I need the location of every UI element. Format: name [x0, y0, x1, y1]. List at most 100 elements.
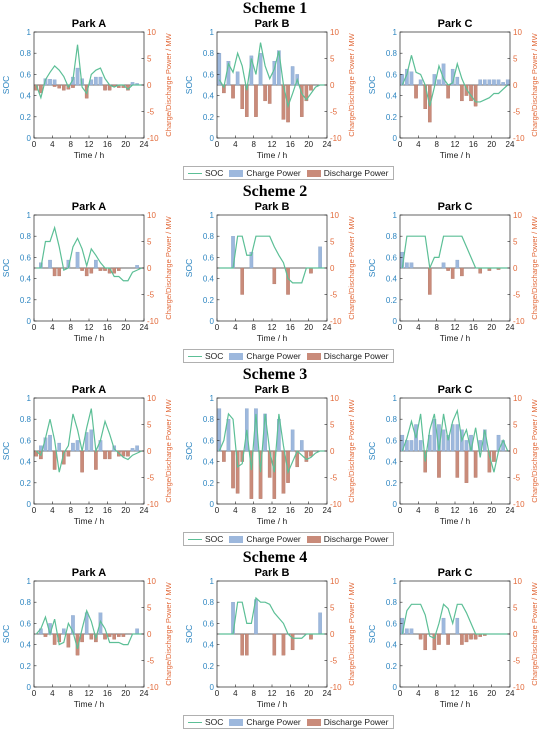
y-left-tick-label: 0.2: [203, 662, 215, 671]
discharge-bar: [103, 450, 107, 460]
x-tick-label: 20: [487, 140, 496, 149]
discharge-bar: [43, 633, 48, 637]
legend-item-soc: SOC: [188, 351, 223, 361]
y-left-tick-label: 0.4: [203, 92, 215, 101]
charge-bar: [487, 79, 492, 86]
y-right-tick-label: 5: [147, 421, 152, 430]
x-tick-label: 12: [268, 506, 277, 515]
discharge-bar: [240, 633, 245, 656]
legend: SOC Charge Power Discharge Power: [183, 715, 394, 729]
discharge-bar: [240, 84, 245, 110]
legend-item-charge: Charge Power: [229, 351, 301, 361]
y-right-axis-label: Charge/Discharge Power / MW: [347, 581, 356, 685]
x-tick-label: 4: [416, 323, 421, 332]
park-title: Park C: [438, 201, 473, 213]
legend-item-charge: Charge Power: [229, 168, 301, 178]
discharge-bar: [57, 267, 62, 277]
x-tick-label: 0: [398, 506, 403, 515]
charge-bar: [464, 440, 469, 452]
discharge-bar: [57, 84, 62, 89]
y-right-axis-label: Charge/Discharge Power / MW: [164, 398, 173, 502]
x-tick-label: 8: [434, 506, 439, 515]
y-left-tick-label: 1: [27, 394, 32, 403]
charge-bar: [492, 79, 496, 86]
x-tick-label: 24: [506, 323, 515, 332]
y-left-tick-label: 1: [393, 211, 398, 220]
y-left-tick-label: 0.4: [386, 275, 398, 284]
y-right-tick-label: 5: [513, 604, 518, 613]
discharge-bar: [240, 267, 245, 295]
charge-bar: [478, 79, 483, 86]
legend-discharge-label: Discharge Power: [323, 168, 389, 178]
soc-line: [219, 235, 325, 284]
x-tick-label: 12: [85, 506, 94, 515]
y-left-tick-label: 0.4: [386, 458, 398, 467]
y-right-tick-label: 5: [330, 55, 335, 64]
y-right-tick-label: 10: [513, 28, 522, 37]
legend-charge-label: Charge Power: [246, 717, 301, 727]
charge-bar: [94, 76, 98, 86]
charge-bar: [217, 408, 222, 452]
x-tick-label: 20: [121, 506, 130, 515]
y-left-tick-label: 0: [27, 317, 32, 326]
charge-bar: [52, 79, 57, 86]
x-tick-label: 24: [323, 506, 332, 515]
x-tick-label: 8: [251, 140, 256, 149]
y-right-tick-label: -10: [513, 134, 525, 143]
x-axis-label: Time / h: [74, 150, 105, 160]
park-title: Park C: [438, 567, 473, 579]
x-tick-label: 12: [268, 140, 277, 149]
charge-swatch: [229, 169, 244, 177]
y-right-tick-label: 10: [330, 394, 339, 403]
legend-item-soc: SOC: [188, 168, 223, 178]
y-left-tick-label: 0.8: [203, 49, 215, 58]
charge-bar: [418, 440, 423, 452]
x-tick-label: 16: [286, 140, 295, 149]
y-left-tick-label: 1: [393, 28, 398, 37]
x-tick-label: 16: [103, 140, 112, 149]
charge-bar: [48, 79, 52, 86]
y-left-tick-label: 0.8: [20, 232, 32, 241]
discharge-bar: [309, 450, 313, 457]
y-left-tick-label: 0: [393, 683, 398, 692]
discharge-bar: [61, 84, 66, 91]
x-tick-label: 0: [398, 140, 403, 149]
soc-swatch: [188, 172, 202, 174]
y-left-tick-label: 0.6: [386, 436, 398, 445]
discharge-bar: [222, 450, 226, 462]
y-left-tick-label: 0.8: [20, 415, 32, 424]
charge-bar: [135, 628, 139, 635]
y-left-tick-label: 0.2: [203, 296, 215, 305]
x-tick-label: 4: [50, 323, 55, 332]
charge-bar: [446, 434, 450, 452]
y-left-tick-label: 0: [27, 683, 32, 692]
legend-soc-label: SOC: [205, 717, 224, 727]
charge-bar: [455, 259, 460, 269]
y-left-tick-label: 0.6: [386, 70, 398, 79]
discharge-bar: [432, 633, 437, 651]
y-right-tick-label: -10: [147, 683, 159, 692]
y-right-tick-label: -10: [330, 500, 342, 509]
y-left-tick-label: 1: [393, 394, 398, 403]
x-tick-label: 8: [68, 689, 73, 698]
x-tick-label: 24: [506, 140, 515, 149]
y-left-tick-label: 0.8: [203, 232, 215, 241]
discharge-bar: [89, 633, 94, 640]
discharge-bar: [52, 84, 57, 87]
x-tick-label: 12: [85, 140, 94, 149]
park-chart: Park A 0 4 8 12 16 20 24 Time / h 0 0.2 0.4 0.6 0.8 1 S…: [1, 201, 173, 343]
y-left-axis-label: SOC: [367, 76, 377, 94]
x-tick-label: 16: [103, 506, 112, 515]
x-tick-label: 4: [416, 506, 421, 515]
x-axis-label: Time / h: [74, 516, 105, 526]
discharge-bar: [244, 633, 249, 656]
charge-bar: [409, 628, 414, 635]
charge-bar: [57, 442, 62, 452]
y-right-tick-label: 10: [330, 28, 339, 37]
x-tick-label: 4: [50, 689, 55, 698]
legend-item-discharge: Discharge Power: [306, 351, 389, 361]
discharge-bar: [254, 84, 258, 117]
discharge-bar: [418, 633, 423, 640]
x-tick-label: 12: [268, 323, 277, 332]
x-tick-label: 8: [434, 689, 439, 698]
